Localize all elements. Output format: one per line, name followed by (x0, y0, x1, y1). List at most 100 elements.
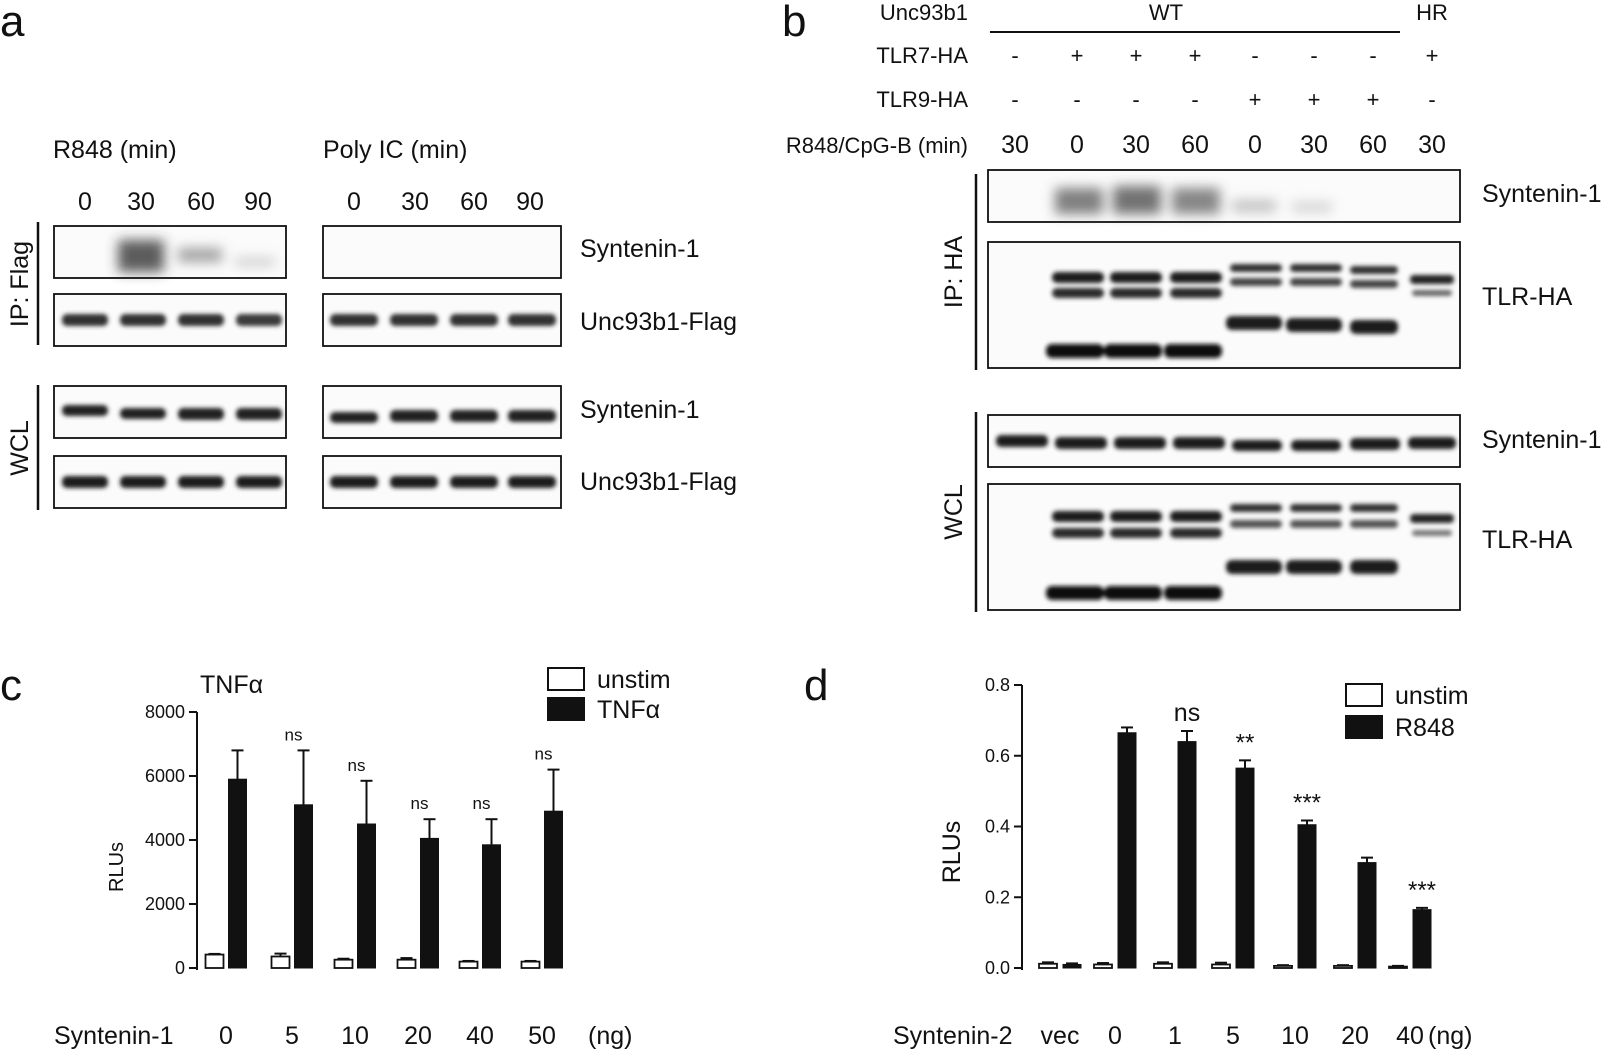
band (1290, 520, 1342, 528)
band (178, 314, 224, 326)
a-polyic-time-labels: 0 30 60 90 (347, 188, 544, 216)
bar-tnf- (482, 844, 501, 969)
legend-swatch-tnfa (547, 697, 585, 721)
band (1230, 520, 1282, 528)
band (450, 476, 498, 488)
y-tick-label: 2000 (145, 894, 185, 914)
band (1170, 511, 1222, 522)
x-tick-label: 40 (466, 1022, 494, 1050)
band (1230, 504, 1282, 512)
time-label: 60 (460, 188, 488, 216)
band (1052, 511, 1104, 522)
bar-r848 (1412, 909, 1432, 969)
band (178, 248, 222, 262)
band (1104, 344, 1162, 358)
x-tick-label: 50 (528, 1022, 556, 1050)
hr-label: HR (1416, 0, 1448, 25)
significance-label: ns (473, 794, 491, 813)
bar-tnf- (420, 837, 439, 969)
bar-unstim (1038, 962, 1058, 969)
tlr9-cell: + (1308, 87, 1321, 112)
ip-flag-label: IP: Flag (6, 241, 34, 327)
r848-header: R848 (min) (53, 136, 177, 164)
band (1052, 272, 1104, 283)
band (1110, 288, 1162, 298)
panel-a: a R848 (min) Poly IC (min) 0 30 60 90 0 … (0, 0, 737, 510)
tlr9-cell: + (1367, 87, 1380, 112)
bar-r848 (1357, 862, 1377, 969)
tlr7-cell: - (1310, 43, 1317, 68)
chart-d-ylabel: RLUs (938, 821, 966, 884)
panel-b: b Unc93b1 TLR7-HA TLR9-HA R848/CpG-B (mi… (782, 0, 1602, 612)
bar-r848 (1177, 741, 1197, 969)
y-tick-label: 0.2 (985, 887, 1010, 907)
b-time-row: 30 0 30 60 0 30 60 30 (1001, 131, 1446, 159)
bar-unstim (520, 960, 541, 969)
bar-tnf- (228, 778, 247, 969)
band (1292, 202, 1332, 212)
time-cell: 30 (1001, 131, 1029, 159)
band (1170, 288, 1222, 298)
x-tick-label: 40 (1396, 1022, 1424, 1050)
significance-label: *** (1293, 789, 1321, 816)
time-label: 0 (78, 188, 92, 216)
band (120, 314, 166, 326)
y-tick-label: 0.8 (985, 675, 1010, 695)
band (1350, 504, 1398, 512)
band (1350, 438, 1400, 450)
legend-swatch-r848 (1345, 715, 1383, 739)
band (120, 476, 166, 488)
chart-c-ylabel: RLUs (106, 842, 128, 892)
wcl-b-label: WCL (940, 484, 968, 540)
bar-unstim (1093, 963, 1113, 969)
chart-c-plot: 0 2000 4000 6000 8000 0 5 ns 10 ns 20 ns 40 ns 50 ns (145, 702, 563, 1050)
bar-r848 (1062, 963, 1082, 969)
bar-unstim (1153, 962, 1173, 969)
row-label-tlr7: TLR7-HA (876, 43, 968, 68)
chart-d-plot: 0.0 0.2 0.4 0.6 0.8 vec 0 1 ns 5 ** 10 *** 20 40 *** (985, 675, 1436, 1050)
band (1286, 560, 1342, 574)
band (235, 258, 275, 266)
band (178, 476, 224, 488)
legend-label-tnfa: TNFα (597, 696, 660, 724)
blot-label: Unc93b1-Flag (580, 308, 737, 336)
band (1052, 288, 1104, 298)
time-label: 0 (347, 188, 361, 216)
y-tick-label: 0 (175, 958, 185, 978)
time-cell: 30 (1122, 131, 1150, 159)
b-ip-syntenin-signal (1055, 186, 1332, 214)
band (1412, 530, 1452, 536)
band (1046, 344, 1104, 358)
a-r848-time-labels: 0 30 60 90 (78, 188, 272, 216)
time-cell: 30 (1418, 131, 1446, 159)
band (62, 314, 108, 326)
x-tick-label: 0 (1108, 1022, 1122, 1050)
band (1290, 278, 1342, 286)
x-tick-label: 1 (1168, 1022, 1182, 1050)
time-cell: 60 (1359, 131, 1387, 159)
bar-unstim (204, 953, 225, 969)
band (1164, 586, 1222, 600)
legend-label-unstim: unstim (1395, 682, 1469, 710)
band (1055, 437, 1107, 449)
bar-unstim (1388, 965, 1408, 969)
legend-label-unstim: unstim (597, 666, 671, 694)
band (1350, 266, 1398, 274)
bar-unstim (458, 960, 479, 969)
band (1350, 560, 1398, 574)
time-label: 90 (244, 188, 272, 216)
band (1226, 316, 1282, 330)
y-tick-label: 0.4 (985, 817, 1010, 837)
chart-d-xlabel: Syntenin-2 (893, 1022, 1013, 1050)
tlr7-cell: - (1011, 43, 1018, 68)
bar-tnf- (357, 823, 376, 969)
tlr7-cell: + (1189, 43, 1202, 68)
legend-label-r848: R848 (1395, 714, 1455, 742)
band (508, 410, 556, 422)
chart-c-xlabel: Syntenin-1 (54, 1022, 174, 1050)
bar-tnf- (294, 804, 313, 969)
band (1290, 504, 1342, 512)
significance-label: *** (1408, 877, 1436, 904)
y-tick-label: 0.6 (985, 746, 1010, 766)
x-tick-label: 10 (341, 1022, 369, 1050)
